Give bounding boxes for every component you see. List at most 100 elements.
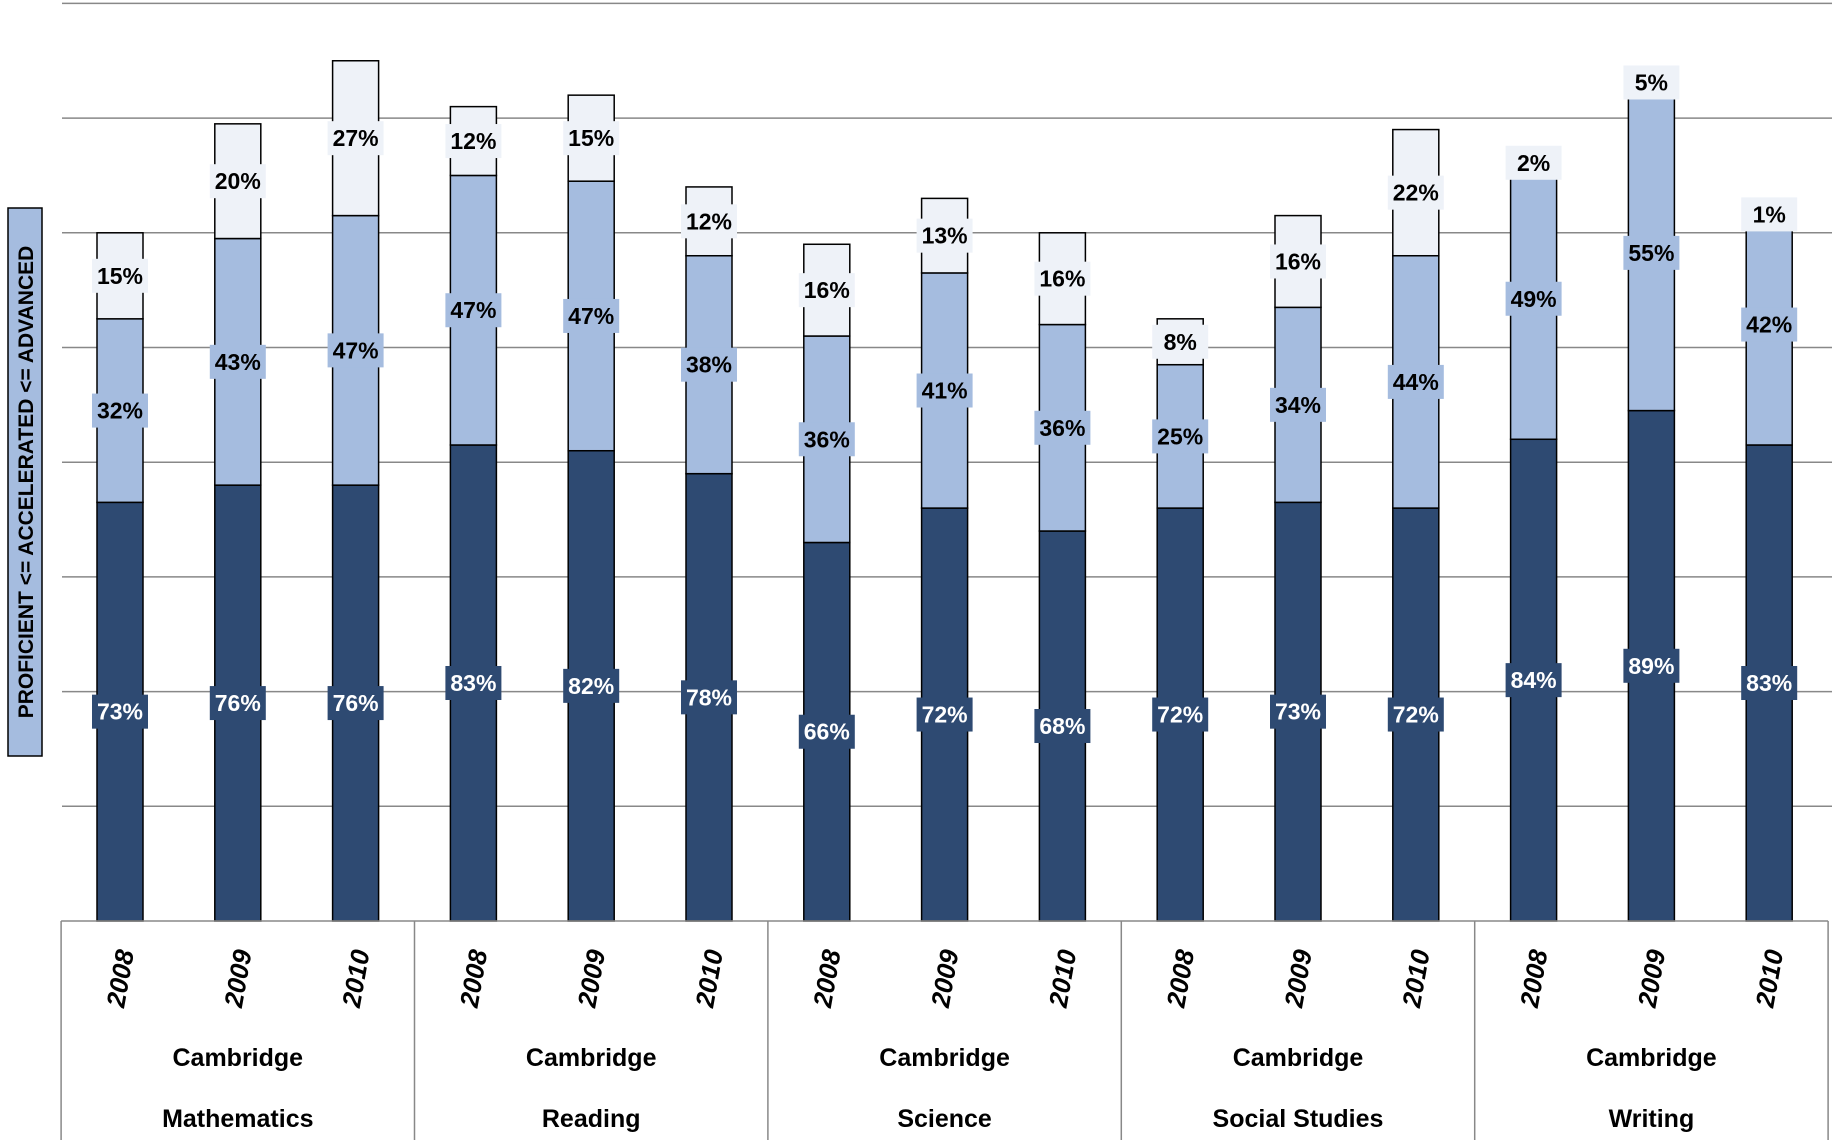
label-proficient-text: 73% xyxy=(1275,699,1321,725)
y-axis-title-group: PROFICIENT <= ACCELERATED <= ADVANCED xyxy=(7,207,43,757)
label-proficient-bg xyxy=(1623,648,1680,683)
label-accelerated-bg xyxy=(209,344,266,379)
group-label-line1: Cambridge xyxy=(879,1044,1010,1072)
label-proficient-bg xyxy=(209,686,266,721)
label-proficient-bg xyxy=(1387,697,1444,732)
label-proficient-text: 84% xyxy=(1511,667,1557,693)
label-accelerated-bg xyxy=(1152,419,1209,454)
label-accelerated: 32% xyxy=(92,393,148,428)
label-proficient-bg xyxy=(92,694,148,729)
group-label-line2: Social Studies xyxy=(1213,1105,1384,1133)
label-advanced-text: 13% xyxy=(922,223,968,249)
label-accelerated-bg xyxy=(1623,235,1680,270)
label-accelerated: 43% xyxy=(209,344,266,379)
label-advanced: 16% xyxy=(1034,261,1091,296)
tick-label-year: 2009 xyxy=(1632,947,1672,1011)
label-accelerated-text: 49% xyxy=(1511,286,1557,312)
group-label-line1: Cambridge xyxy=(526,1044,657,1072)
label-proficient: 78% xyxy=(681,680,737,715)
label-advanced-text: 22% xyxy=(1393,180,1439,206)
label-advanced-bg xyxy=(1270,244,1326,279)
label-accelerated-bg xyxy=(1034,410,1091,445)
label-advanced: 1% xyxy=(1741,197,1798,232)
label-accelerated-text: 32% xyxy=(97,398,143,424)
label-proficient-text: 78% xyxy=(686,684,732,710)
tick-label-year: 2008 xyxy=(1514,947,1554,1011)
tick-label-year: 2009 xyxy=(571,947,611,1011)
label-advanced: 16% xyxy=(798,273,855,308)
label-advanced-text: 8% xyxy=(1164,329,1197,355)
label-advanced-bg xyxy=(1741,197,1798,232)
label-accelerated: 49% xyxy=(1505,281,1562,316)
label-advanced-bg xyxy=(327,121,384,156)
label-accelerated: 47% xyxy=(445,293,502,328)
label-advanced-text: 16% xyxy=(804,277,850,303)
label-advanced: 5% xyxy=(1623,65,1680,100)
label-advanced-text: 1% xyxy=(1753,201,1786,227)
label-proficient-text: 72% xyxy=(922,702,968,728)
label-proficient: 66% xyxy=(798,714,855,749)
label-advanced-text: 12% xyxy=(450,128,496,154)
label-accelerated-text: 42% xyxy=(1746,312,1792,338)
label-proficient-bg xyxy=(1505,663,1562,698)
label-accelerated-bg xyxy=(1505,281,1562,316)
tick-label-year: 2008 xyxy=(807,947,847,1011)
label-accelerated: 36% xyxy=(1034,410,1091,445)
tick-label-year: 2010 xyxy=(336,947,376,1011)
label-proficient-bg xyxy=(916,697,973,732)
tick-label-year: 2008 xyxy=(100,947,140,1011)
label-advanced-text: 20% xyxy=(215,168,261,194)
label-accelerated-bg xyxy=(1270,387,1326,422)
group-label-line2: Writing xyxy=(1609,1105,1695,1133)
label-accelerated: 42% xyxy=(1741,307,1798,342)
label-accelerated-text: 36% xyxy=(804,426,850,452)
tick-label-year: 2009 xyxy=(1278,947,1318,1011)
label-advanced-text: 2% xyxy=(1517,150,1550,176)
label-accelerated-text: 41% xyxy=(922,378,968,404)
label-proficient: 73% xyxy=(1270,694,1326,729)
label-advanced: 13% xyxy=(916,218,973,253)
label-advanced-bg xyxy=(798,273,855,308)
label-advanced: 15% xyxy=(563,121,620,156)
label-advanced: 27% xyxy=(327,121,384,156)
label-accelerated-text: 25% xyxy=(1157,423,1203,449)
label-advanced-bg xyxy=(1152,324,1209,359)
label-advanced-text: 5% xyxy=(1635,69,1668,95)
label-advanced-text: 12% xyxy=(686,208,732,234)
y-axis-title-text: PROFICIENT <= ACCELERATED <= ADVANCED xyxy=(15,246,38,719)
label-accelerated: 34% xyxy=(1270,387,1326,422)
label-proficient-bg xyxy=(798,714,855,749)
label-accelerated: 47% xyxy=(327,333,384,368)
tick-label-year: 2009 xyxy=(218,947,258,1011)
label-advanced-text: 16% xyxy=(1039,266,1085,292)
tick-label-year: 2010 xyxy=(1043,947,1083,1011)
label-proficient: 76% xyxy=(209,686,266,721)
tick-label-year: 2010 xyxy=(1749,947,1789,1011)
label-advanced: 2% xyxy=(1505,145,1562,180)
label-proficient-bg xyxy=(327,686,384,721)
label-proficient-bg xyxy=(1270,694,1326,729)
label-advanced: 15% xyxy=(92,258,148,293)
label-proficient-bg xyxy=(563,668,620,703)
label-advanced-bg xyxy=(445,124,502,159)
label-accelerated: 25% xyxy=(1152,419,1209,454)
label-advanced: 16% xyxy=(1270,244,1326,279)
y-axis-title-bg xyxy=(7,207,43,757)
label-proficient-text: 83% xyxy=(450,670,496,696)
label-proficient-text: 76% xyxy=(333,690,379,716)
label-advanced: 20% xyxy=(209,164,266,199)
label-accelerated-text: 44% xyxy=(1393,369,1439,395)
label-accelerated-bg xyxy=(92,393,148,428)
label-proficient: 83% xyxy=(1741,665,1798,700)
label-proficient: 68% xyxy=(1034,709,1091,744)
label-proficient: 89% xyxy=(1623,648,1680,683)
label-advanced-text: 15% xyxy=(97,263,143,289)
label-accelerated-bg xyxy=(1387,364,1444,399)
label-proficient-text: 82% xyxy=(568,673,614,699)
group-label-line1: Cambridge xyxy=(1233,1044,1364,1072)
y-axis-title: PROFICIENT <= ACCELERATED <= ADVANCED xyxy=(7,207,43,757)
label-accelerated-bg xyxy=(445,293,502,328)
label-accelerated-bg xyxy=(916,373,973,408)
